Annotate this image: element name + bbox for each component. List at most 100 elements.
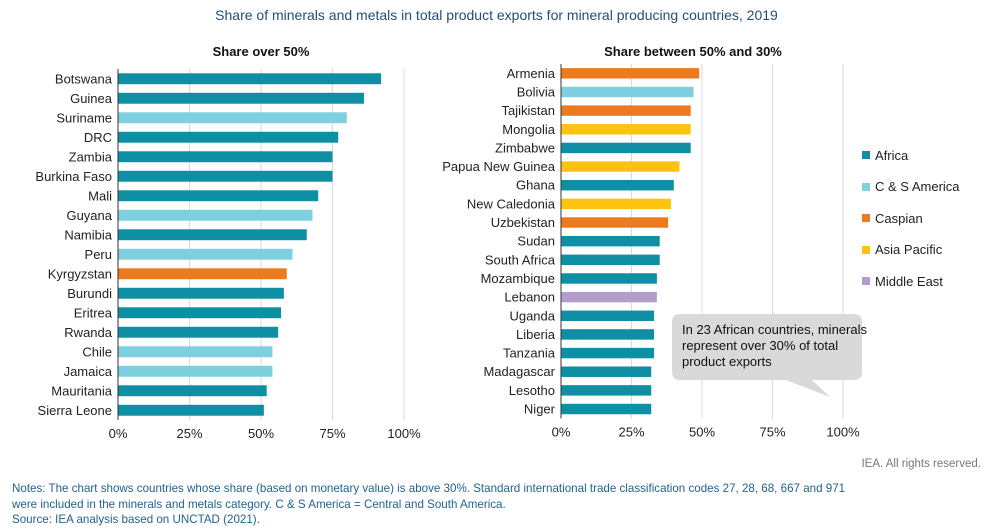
panel-1-category-label: Namibia: [64, 227, 112, 242]
panel-2-tick-label: 0%: [552, 424, 571, 439]
panel-1-bar-eritrea: [118, 307, 282, 319]
panel-1-category-label: Chile: [82, 344, 112, 359]
panel-1-category-label: Suriname: [56, 110, 112, 125]
notes-line-1: Notes: The chart shows countries whose s…: [12, 482, 846, 495]
panel-2-category-label: Zimbabwe: [495, 140, 555, 155]
panel-1-bar-suriname: [118, 112, 347, 124]
legend-item-asia-pacific: Asia Pacific: [862, 241, 960, 259]
legend-label-africa: Africa: [875, 147, 909, 163]
panel-2-bar-madagascar: [561, 366, 652, 377]
panel-1-bar-burkina-faso: [118, 170, 333, 182]
panel-1-tick-label: 0%: [109, 426, 128, 441]
panel-1-category-label: Peru: [85, 247, 112, 262]
legend-swatch-africa: [862, 151, 870, 159]
callout-text: In 23 African countries, minerals repres…: [682, 322, 867, 369]
panel-2-bar-new-caledonia: [561, 198, 671, 210]
panel-1-bar-botswana: [118, 73, 382, 85]
panel-2-bar-ghana: [561, 180, 674, 191]
legend-item-africa: Africa: [862, 146, 960, 164]
panel-1-category-label: Mali: [88, 188, 112, 203]
panel-2-category-label: Sudan: [517, 234, 555, 249]
panel-2-bar-tajikistan: [561, 105, 691, 116]
panel-2-category-label: Mongolia: [502, 122, 556, 137]
panel-1-category-label: Sierra Leone: [38, 403, 112, 418]
panel-2-category-label: Tajikistan: [502, 103, 555, 118]
panel-1-bar-peru: [118, 248, 293, 260]
panel-2-bar-mozambique: [561, 273, 657, 284]
panel-2-bar-uzbekistan: [561, 217, 669, 228]
legend-item-middle-east: Middle East: [862, 272, 960, 290]
panel-2-category-label: Niger: [524, 402, 556, 417]
legend-label-middle-east: Middle East: [875, 273, 943, 289]
panel-1-category-label: Mauritania: [51, 383, 112, 398]
panel-2-category-label: Armenia: [507, 66, 556, 81]
panel-2-bar-niger: [561, 403, 652, 415]
legend-swatch-caspian: [862, 214, 870, 222]
panel-1-bar-guinea: [118, 92, 364, 104]
panel-1-category-label: Jamaica: [64, 364, 113, 379]
panel-1-title: Share over 50%: [213, 44, 310, 59]
panel-2-category-label: New Caledonia: [467, 196, 556, 211]
legend-swatch-asia-pacific: [862, 245, 870, 254]
panel-2-category-label: Uzbekistan: [491, 215, 555, 230]
panel-2-tick-label: 100%: [826, 424, 860, 439]
panel-1-bar-jamaica: [118, 365, 273, 377]
panel-1-category-label: Burundi: [67, 286, 112, 301]
panel-2-category-label: Ghana: [516, 178, 556, 193]
legend-swatch-cs-america: [862, 182, 870, 191]
legend-label-asia-pacific: Asia Pacific: [875, 242, 943, 257]
panel-2-tick-label: 75%: [759, 424, 785, 439]
panel-2-bar-liberia: [561, 329, 655, 340]
panel-1-bar-sierra-leone: [118, 404, 264, 416]
panel-2-bar-armenia: [561, 68, 700, 79]
panel-2-bar-lesotho: [561, 385, 652, 396]
panel-2-tick-label: 50%: [689, 424, 715, 439]
panel-1-bar-mali: [118, 190, 319, 202]
panel-2-bar-uganda: [561, 310, 655, 321]
panel-1-category-label: Guinea: [70, 91, 113, 106]
panel-1-category-label: DRC: [84, 130, 112, 145]
panel-1-bar-rwanda: [118, 326, 279, 338]
legend-label-caspian: Caspian: [875, 210, 923, 226]
legend-item-cs-america: C & S America: [862, 178, 960, 196]
panel-2-bar-lebanon: [561, 291, 657, 303]
panel-2-bar-bolivia: [561, 86, 694, 98]
source-line: Source: IEA analysis based on UNCTAD (20…: [12, 513, 260, 526]
panel-1-category-label: Burkina Faso: [35, 169, 112, 184]
panel-1-bar-drc: [118, 131, 339, 143]
panel-1-category-label: Rwanda: [64, 325, 112, 340]
panel-2-category-label: Mozambique: [481, 271, 555, 286]
panel-2-category-label: Bolivia: [517, 84, 556, 99]
panel-1-bar-guyana: [118, 209, 313, 221]
panel-2-category-label: Papua New Guinea: [442, 159, 556, 174]
panel-2-bar-zimbabwe: [561, 142, 691, 154]
panel-1-tick-label: 75%: [319, 426, 345, 441]
legend-swatch-middle-east: [862, 277, 870, 285]
panel-1-category-label: Botswana: [55, 71, 113, 86]
rights-notice: IEA. All rights reserved.: [861, 458, 981, 470]
panel-1-bar-zambia: [118, 151, 333, 163]
panel-2-category-label: South Africa: [485, 252, 556, 267]
panel-2-title: Share between 50% and 30%: [604, 44, 782, 59]
legend-item-caspian: Caspian: [862, 209, 960, 227]
panel-2-bar-sudan: [561, 235, 660, 247]
panel-2-category-label: Liberia: [516, 327, 556, 342]
panel-2-category-label: Madagascar: [483, 364, 555, 379]
panel-1-bar-burundi: [118, 287, 284, 299]
panel-1-tick-label: 25%: [176, 426, 202, 441]
panel-2-bar-papua-new-guinea: [561, 161, 680, 172]
panel-2-bar-south-africa: [561, 254, 660, 266]
chart-notes: Notes: The chart shows countries whose s…: [12, 481, 987, 528]
panel-1-category-label: Zambia: [69, 149, 113, 164]
panel-2-tick-label: 25%: [618, 424, 644, 439]
panel-1-category-label: Guyana: [66, 208, 112, 223]
panel-1-tick-label: 100%: [387, 426, 421, 441]
panel-1-bar-mauritania: [118, 385, 267, 397]
legend: Africa C & S America Caspian Asia Pacifi…: [862, 146, 960, 304]
chart-title: Share of minerals and metals in total pr…: [215, 7, 778, 23]
panel-2-category-label: Lesotho: [509, 383, 555, 398]
panel-1-tick-label: 50%: [248, 426, 274, 441]
panel-2-category-label: Tanzania: [503, 346, 556, 361]
panel-1-category-label: Eritrea: [74, 305, 113, 320]
